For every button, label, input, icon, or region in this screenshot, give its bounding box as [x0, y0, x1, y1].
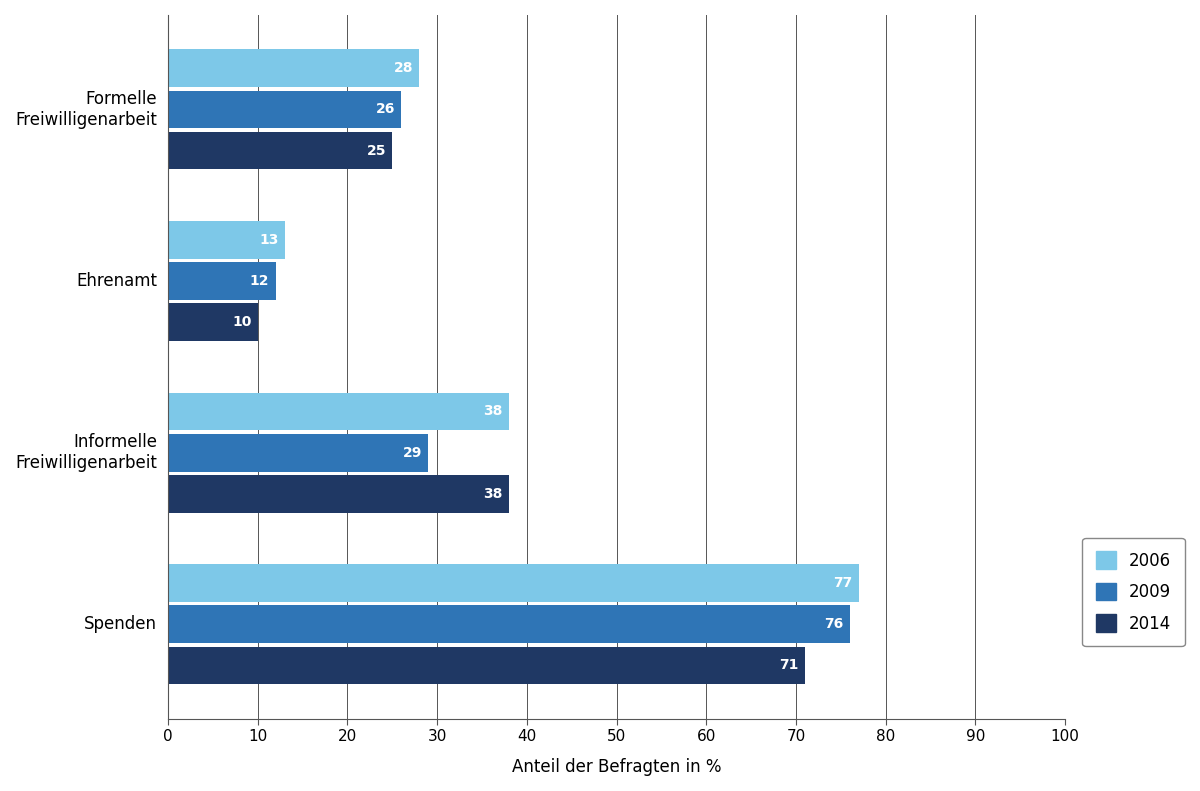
Text: 26: 26: [376, 102, 395, 116]
Text: 10: 10: [232, 316, 252, 329]
Text: 38: 38: [484, 404, 503, 418]
Bar: [168, 132, 392, 169]
Bar: [168, 564, 859, 602]
Bar: [168, 392, 509, 430]
Bar: [168, 221, 284, 259]
Text: 38: 38: [484, 486, 503, 501]
Bar: [168, 303, 258, 341]
X-axis label: Anteil der Befragten in %: Anteil der Befragten in %: [512, 758, 721, 776]
Text: 29: 29: [402, 445, 422, 460]
Text: 28: 28: [394, 61, 413, 75]
Text: 76: 76: [824, 617, 844, 631]
Text: 12: 12: [250, 274, 269, 288]
Text: 71: 71: [779, 658, 799, 672]
Bar: [168, 433, 428, 471]
Bar: [168, 49, 419, 87]
Bar: [168, 90, 401, 128]
Bar: [168, 262, 276, 300]
Text: 77: 77: [833, 576, 852, 590]
Legend: 2006, 2009, 2014: 2006, 2009, 2014: [1082, 538, 1184, 646]
Bar: [168, 646, 805, 684]
Text: 13: 13: [259, 233, 278, 247]
Text: 25: 25: [366, 144, 386, 157]
Bar: [168, 605, 850, 643]
Bar: [168, 475, 509, 513]
